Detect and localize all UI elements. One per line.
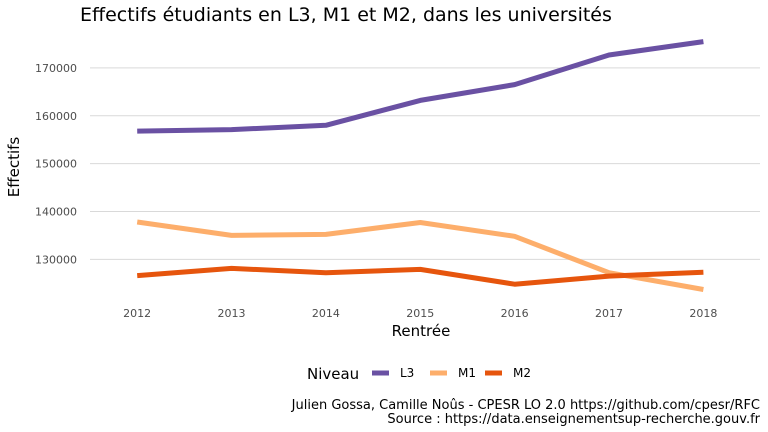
legend: Niveau L3 M1 M2 <box>307 365 531 383</box>
y-tick-label: 150000 <box>35 158 77 171</box>
grid-layer <box>90 67 760 260</box>
tick-layer: 130000 140000 150000 160000 170000 2012 2013 20… <box>35 62 717 320</box>
x-tick-label: 2016 <box>501 307 529 320</box>
legend-label-m1: M1 <box>458 366 476 380</box>
caption-credits: Julien Gossa, Camille Noûs - CPESR LO 2.… <box>291 398 760 413</box>
series-layer <box>136 39 704 292</box>
x-tick-label: 2014 <box>312 307 340 320</box>
legend-label-m2: M2 <box>513 366 531 380</box>
series-line-m1 <box>136 219 704 292</box>
caption-source: Source : https://data.enseignementsup-re… <box>387 412 760 427</box>
x-tick-label: 2015 <box>406 307 434 320</box>
series-line-m2 <box>137 265 704 287</box>
chart-title: Effectifs étudiants en L3, M1 et M2, dan… <box>80 4 612 26</box>
x-axis-title: Rentrée <box>392 322 451 340</box>
y-tick-label: 160000 <box>35 110 77 123</box>
series-line-l3 <box>137 39 704 134</box>
legend-label-l3: L3 <box>400 366 414 380</box>
y-tick-label: 130000 <box>35 253 77 266</box>
x-tick-label: 2018 <box>689 307 717 320</box>
x-tick-label: 2017 <box>595 307 623 320</box>
y-tick-label: 170000 <box>35 62 77 75</box>
x-tick-label: 2012 <box>123 307 151 320</box>
y-axis-title: Effectifs <box>5 137 23 198</box>
x-tick-label: 2013 <box>218 307 246 320</box>
y-tick-label: 140000 <box>35 205 77 218</box>
legend-title: Niveau <box>307 365 359 383</box>
